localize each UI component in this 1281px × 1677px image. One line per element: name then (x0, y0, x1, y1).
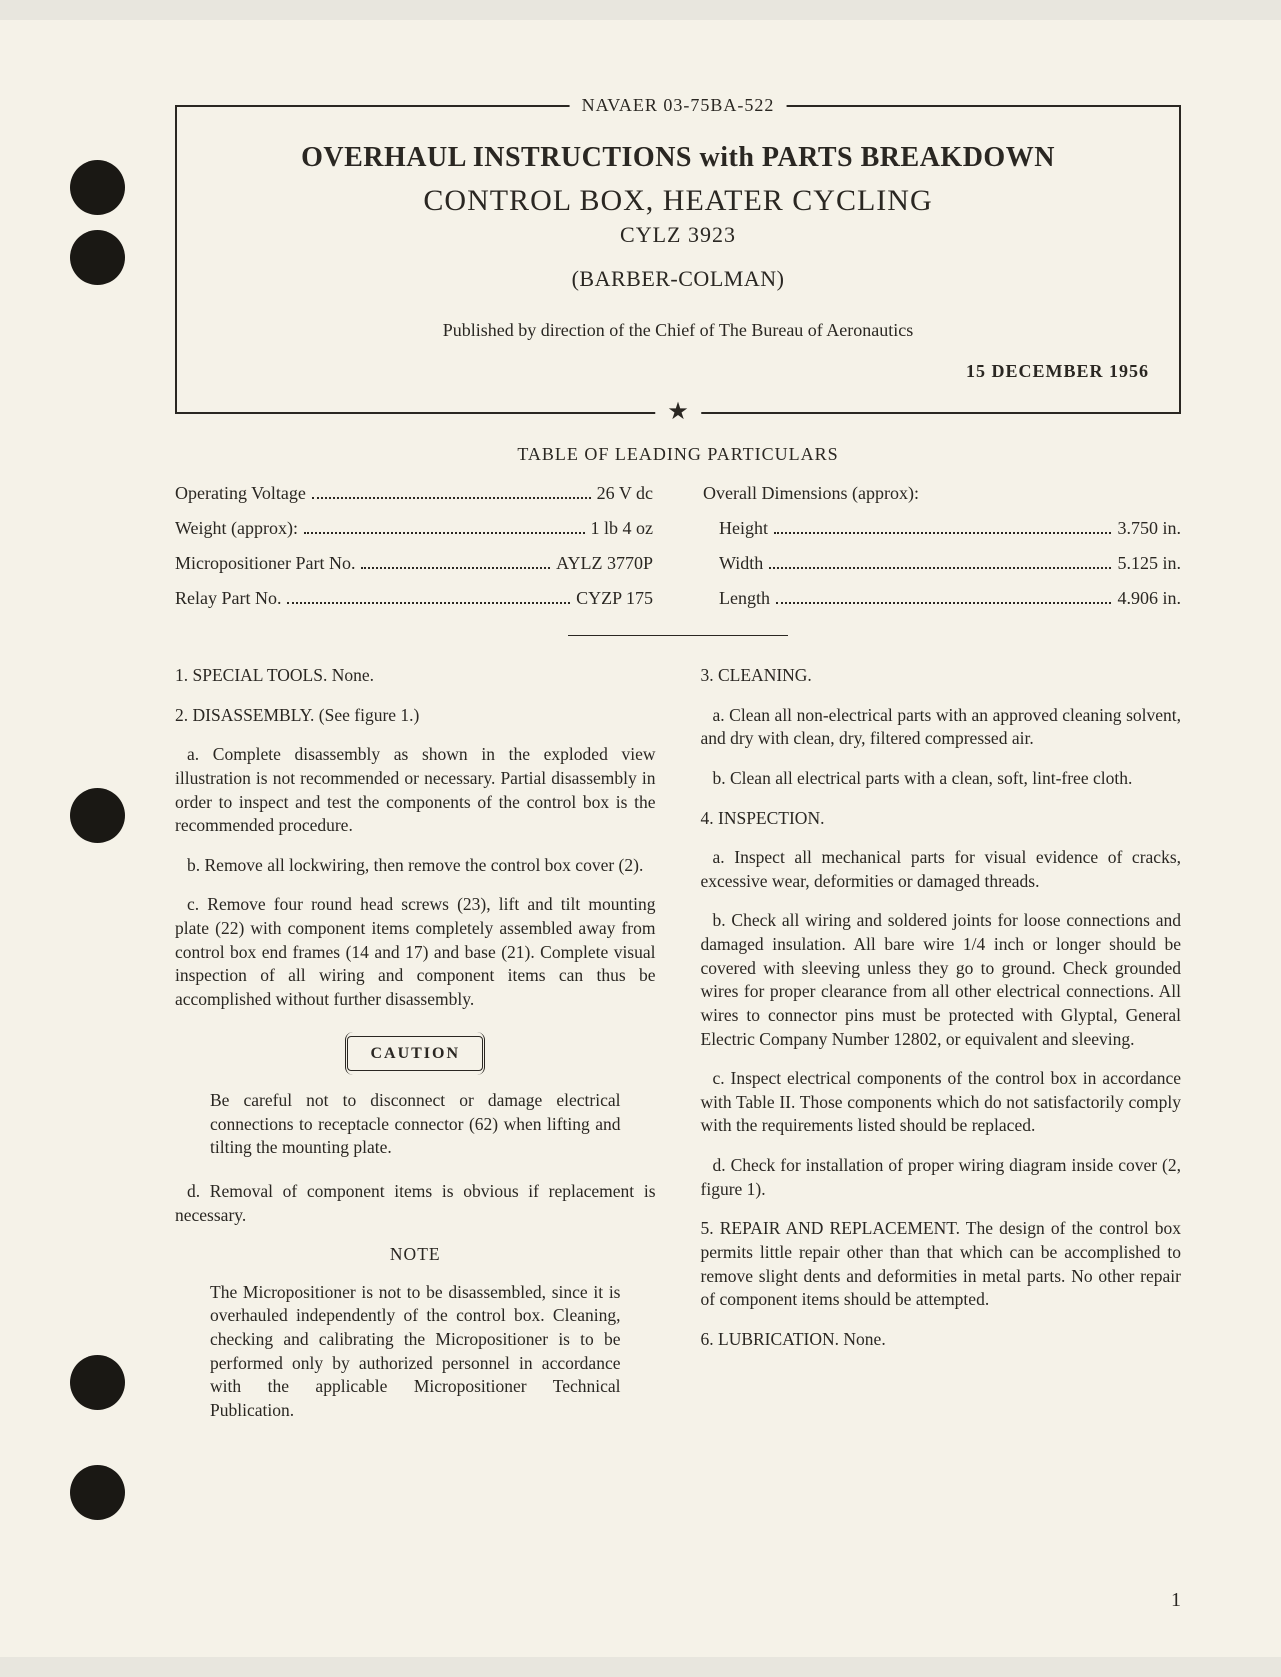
punch-hole (70, 230, 125, 285)
section-heading: 2. DISASSEMBLY. (See figure 1.) (175, 704, 656, 728)
particulars-table: Operating Voltage 26 V dc Weight (approx… (175, 483, 1181, 623)
title-block: NAVAER 03-75BA-522 OVERHAUL INSTRUCTIONS… (175, 105, 1181, 414)
particular-label: Relay Part No. (175, 588, 281, 609)
punch-hole (70, 1465, 125, 1520)
particular-label: Length (719, 588, 770, 609)
body-text: 1. SPECIAL TOOLS. None. 2. DISASSEMBLY. … (175, 664, 1181, 1443)
punch-hole (70, 1355, 125, 1410)
particular-row: Height 3.750 in. (703, 518, 1181, 539)
caution-text: Be careful not to disconnect or damage e… (175, 1089, 656, 1160)
page-number: 1 (1171, 1589, 1181, 1612)
section-heading: 3. CLEANING. (701, 664, 1182, 688)
paragraph: b. Remove all lockwiring, then remove th… (175, 854, 656, 878)
particulars-right-column: Overall Dimensions (approx): Height 3.75… (703, 483, 1181, 623)
body-left-column: 1. SPECIAL TOOLS. None. 2. DISASSEMBLY. … (175, 664, 656, 1443)
particular-row: Micropositioner Part No. AYLZ 3770P (175, 553, 653, 574)
particular-row: Operating Voltage 26 V dc (175, 483, 653, 504)
note-label: NOTE (175, 1243, 656, 1267)
horizontal-rule (568, 635, 788, 636)
paragraph: c. Inspect electrical components of the … (701, 1067, 1182, 1138)
paragraph: 5. REPAIR AND REPLACEMENT. The design of… (701, 1217, 1182, 1312)
particular-label: Width (719, 553, 763, 574)
dot-leader (361, 567, 550, 569)
star-ornament-icon: ★ (655, 397, 701, 426)
note-text: The Micropositioner is not to be disasse… (175, 1281, 656, 1423)
punch-hole (70, 160, 125, 215)
dot-leader (287, 602, 570, 604)
dot-leader (776, 602, 1111, 604)
dot-leader (769, 567, 1111, 569)
document-number: NAVAER 03-75BA-522 (570, 95, 787, 116)
paragraph: a. Complete disassembly as shown in the … (175, 743, 656, 838)
title-subject: CONTROL BOX, HEATER CYCLING (207, 184, 1149, 218)
particular-value: 1 lb 4 oz (591, 518, 654, 539)
particular-row: Width 5.125 in. (703, 553, 1181, 574)
particular-label: Height (719, 518, 768, 539)
punch-hole (70, 788, 125, 843)
particular-row: Relay Part No. CYZP 175 (175, 588, 653, 609)
dot-leader (774, 532, 1111, 534)
body-right-column: 3. CLEANING. a. Clean all non-electrical… (701, 664, 1182, 1443)
paragraph: d. Check for installation of proper wiri… (701, 1154, 1182, 1201)
particular-value: 5.125 in. (1117, 553, 1181, 574)
particular-label: Weight (approx): (175, 518, 298, 539)
dimensions-header: Overall Dimensions (approx): (703, 483, 1181, 504)
document-page: NAVAER 03-75BA-522 OVERHAUL INSTRUCTIONS… (0, 20, 1281, 1657)
particulars-left-column: Operating Voltage 26 V dc Weight (approx… (175, 483, 653, 623)
particular-label: Micropositioner Part No. (175, 553, 355, 574)
paragraph: b. Check all wiring and soldered joints … (701, 909, 1182, 1051)
paragraph: a. Clean all non-electrical parts with a… (701, 704, 1182, 751)
particulars-title: TABLE OF LEADING PARTICULARS (175, 444, 1181, 465)
title-manufacturer: (BARBER-COLMAN) (207, 266, 1149, 292)
section-heading: 1. SPECIAL TOOLS. None. (175, 664, 656, 688)
particular-value: 26 V dc (597, 483, 653, 504)
caution-label: CAUTION (347, 1036, 483, 1072)
paragraph: c. Remove four round head screws (23), l… (175, 893, 656, 1011)
paragraph: a. Inspect all mechanical parts for visu… (701, 846, 1182, 893)
particular-label: Operating Voltage (175, 483, 306, 504)
dot-leader (312, 497, 591, 499)
dot-leader (304, 532, 584, 534)
paragraph: b. Clean all electrical parts with a cle… (701, 767, 1182, 791)
particular-row: Weight (approx): 1 lb 4 oz (175, 518, 653, 539)
published-by: Published by direction of the Chief of T… (207, 320, 1149, 341)
publication-date: 15 DECEMBER 1956 (207, 361, 1149, 382)
section-heading: 6. LUBRICATION. None. (701, 1328, 1182, 1352)
title-main: OVERHAUL INSTRUCTIONS with PARTS BREAKDO… (207, 142, 1149, 174)
particular-value: CYZP 175 (576, 588, 653, 609)
particular-value: 3.750 in. (1117, 518, 1181, 539)
paragraph: d. Removal of component items is obvious… (175, 1180, 656, 1227)
section-heading: 4. INSPECTION. (701, 807, 1182, 831)
title-model: CYLZ 3923 (207, 222, 1149, 248)
particular-value: AYLZ 3770P (556, 553, 653, 574)
particular-row: Length 4.906 in. (703, 588, 1181, 609)
caution-block: CAUTION (175, 1028, 656, 1090)
particular-value: 4.906 in. (1117, 588, 1181, 609)
